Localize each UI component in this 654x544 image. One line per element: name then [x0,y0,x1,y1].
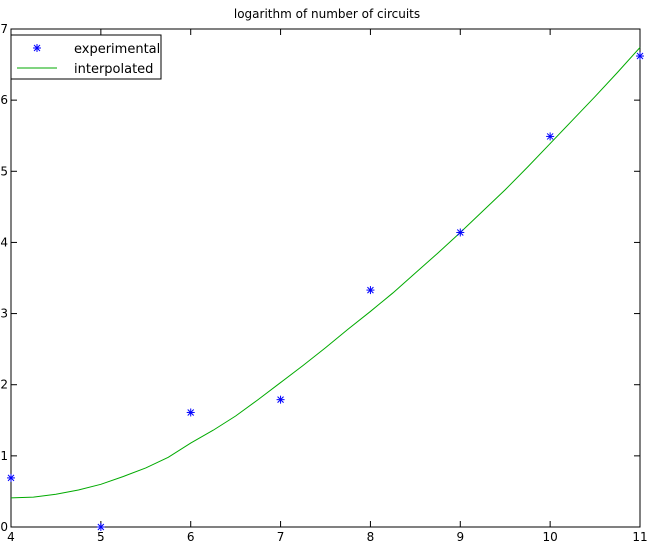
legend-label-interpolated: interpolated [74,62,153,77]
x-tick-label: 4 [7,530,15,544]
x-tick-label: 10 [543,530,558,544]
y-tick-label: 5 [0,164,8,178]
data-point-experimental [546,132,555,141]
plot-frame [10,28,641,528]
legend-marker-glyph [33,44,41,52]
y-tick-label: 6 [0,93,8,107]
data-point-experimental [186,408,195,417]
y-tick-label: 2 [0,378,8,392]
x-tick-label: 9 [456,530,464,544]
legend-marker-experimental [33,44,41,52]
y-tick-label: 1 [0,449,8,463]
y-tick-label: 7 [0,22,8,36]
legend-label-experimental: experimental [74,42,160,57]
x-tick-label: 8 [367,530,375,544]
legend: experimental interpolated [10,34,162,80]
x-tick-label: 6 [187,530,195,544]
data-point-experimental [636,52,644,61]
y-tick-label: 0 [0,520,8,534]
data-point-experimental [96,523,105,531]
x-tick-label: 11 [632,530,647,544]
legend-box [10,34,162,80]
data-point-experimental [276,395,285,404]
data-point-experimental [456,228,465,237]
x-tick-label: 5 [97,530,105,544]
x-tick-label: 7 [277,530,285,544]
chart-title: logarithm of number of circuits [234,7,420,21]
data-point-experimental [366,286,375,295]
y-tick-label: 3 [0,307,8,321]
series-line-interpolated [10,47,641,499]
y-tick-label: 4 [0,235,8,249]
data-point-experimental [7,473,15,482]
